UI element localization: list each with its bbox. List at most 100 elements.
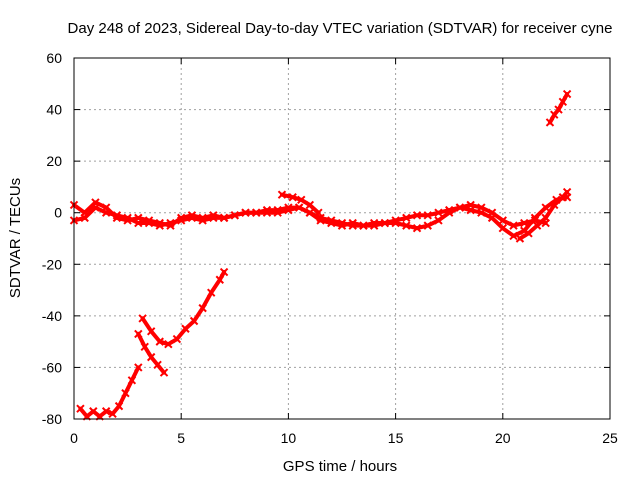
plot-frame: [73, 57, 611, 420]
data-point: [219, 213, 229, 223]
data-point: [76, 404, 85, 413]
data-point: [305, 200, 315, 210]
data-point: [123, 213, 132, 223]
y-axis-label: SDTVAR / TECUs: [7, 178, 24, 298]
tick-labels: 0 5 10 15 20 25 -80 -60 -40 -20 0 20 40 60: [42, 50, 618, 446]
data-point: [155, 221, 164, 230]
series-6: [134, 329, 169, 377]
data-point: [412, 223, 422, 233]
x-tick-label: 20: [495, 430, 511, 446]
data-point: [423, 221, 432, 230]
y-tick-label: 20: [46, 153, 62, 169]
data-point: [369, 221, 379, 230]
data-point: [380, 218, 390, 228]
data-point: [219, 267, 229, 277]
data-point: [412, 211, 422, 220]
x-tick-label: 5: [177, 430, 185, 446]
data-point: [153, 360, 162, 370]
data-point: [524, 229, 533, 238]
data-point: [402, 213, 411, 223]
data-point: [434, 208, 443, 217]
data-point: [348, 218, 357, 228]
data-point: [215, 275, 224, 284]
data-point: [455, 203, 465, 212]
data-point: [241, 208, 250, 217]
data-point: [187, 213, 197, 223]
data-point: [284, 205, 293, 215]
data-point: [91, 203, 100, 212]
data-point: [477, 208, 486, 217]
data-point: [273, 208, 282, 217]
data-point: [108, 409, 117, 419]
data-point: [134, 218, 143, 228]
series-3: [515, 187, 572, 243]
data-point: [277, 190, 287, 199]
data-point: [189, 316, 199, 326]
data-point: [262, 208, 272, 217]
data-point: [444, 208, 454, 217]
data-point: [509, 231, 518, 241]
data-point: [101, 208, 111, 217]
data-point: [121, 389, 130, 398]
data-point: [230, 211, 240, 220]
x-axis-label: GPS time / hours: [283, 458, 397, 475]
data-point: [487, 213, 497, 223]
data-point: [146, 352, 156, 362]
series-5: [76, 363, 143, 421]
data-point: [541, 213, 550, 223]
data-point: [288, 193, 297, 202]
data-point: [164, 340, 173, 349]
data-point: [498, 216, 508, 225]
data-point: [327, 218, 336, 228]
x-tick-label: 0: [70, 430, 78, 446]
data-point: [252, 208, 261, 217]
data-point: [207, 288, 216, 297]
series-8: [545, 89, 572, 127]
series-7: [138, 267, 229, 349]
data-point: [550, 200, 559, 210]
data-point: [294, 203, 304, 212]
y-tick-label: -80: [42, 411, 62, 427]
data-point: [297, 195, 306, 205]
data-point: [515, 234, 525, 243]
data-point: [114, 401, 124, 411]
y-tick-label: 60: [46, 50, 62, 66]
data-point: [466, 205, 475, 215]
data-point: [127, 376, 137, 385]
data-point: [359, 221, 368, 230]
data-point: [316, 216, 325, 225]
data-point: [176, 216, 186, 225]
series-2: [69, 193, 572, 241]
data-point: [305, 208, 315, 217]
data-point: [144, 218, 154, 228]
series-4: [277, 190, 323, 217]
data-point: [159, 368, 169, 377]
data-point: [423, 211, 432, 220]
x-tick-label: 25: [602, 430, 618, 446]
data-point: [498, 223, 508, 233]
data-point: [134, 363, 143, 372]
y-tick-label: 0: [54, 205, 62, 221]
data-point: [146, 327, 156, 336]
data-point: [530, 213, 540, 223]
data-point: [134, 329, 143, 339]
data-point: [112, 211, 122, 220]
data-point: [209, 213, 218, 223]
data-point: [402, 221, 411, 230]
data-point: [198, 216, 207, 225]
data-point: [391, 218, 400, 228]
data-point: [181, 324, 190, 333]
data-point: [434, 216, 443, 225]
data-point: [140, 342, 149, 352]
data-point: [541, 203, 550, 212]
data-point: [80, 213, 89, 223]
data-point: [545, 118, 555, 127]
data-point: [337, 221, 347, 230]
data-point: [562, 187, 572, 197]
y-tick-label: -40: [42, 308, 62, 324]
data-point: [138, 314, 147, 323]
y-tick-label: -20: [42, 256, 62, 272]
data-point: [509, 221, 518, 230]
